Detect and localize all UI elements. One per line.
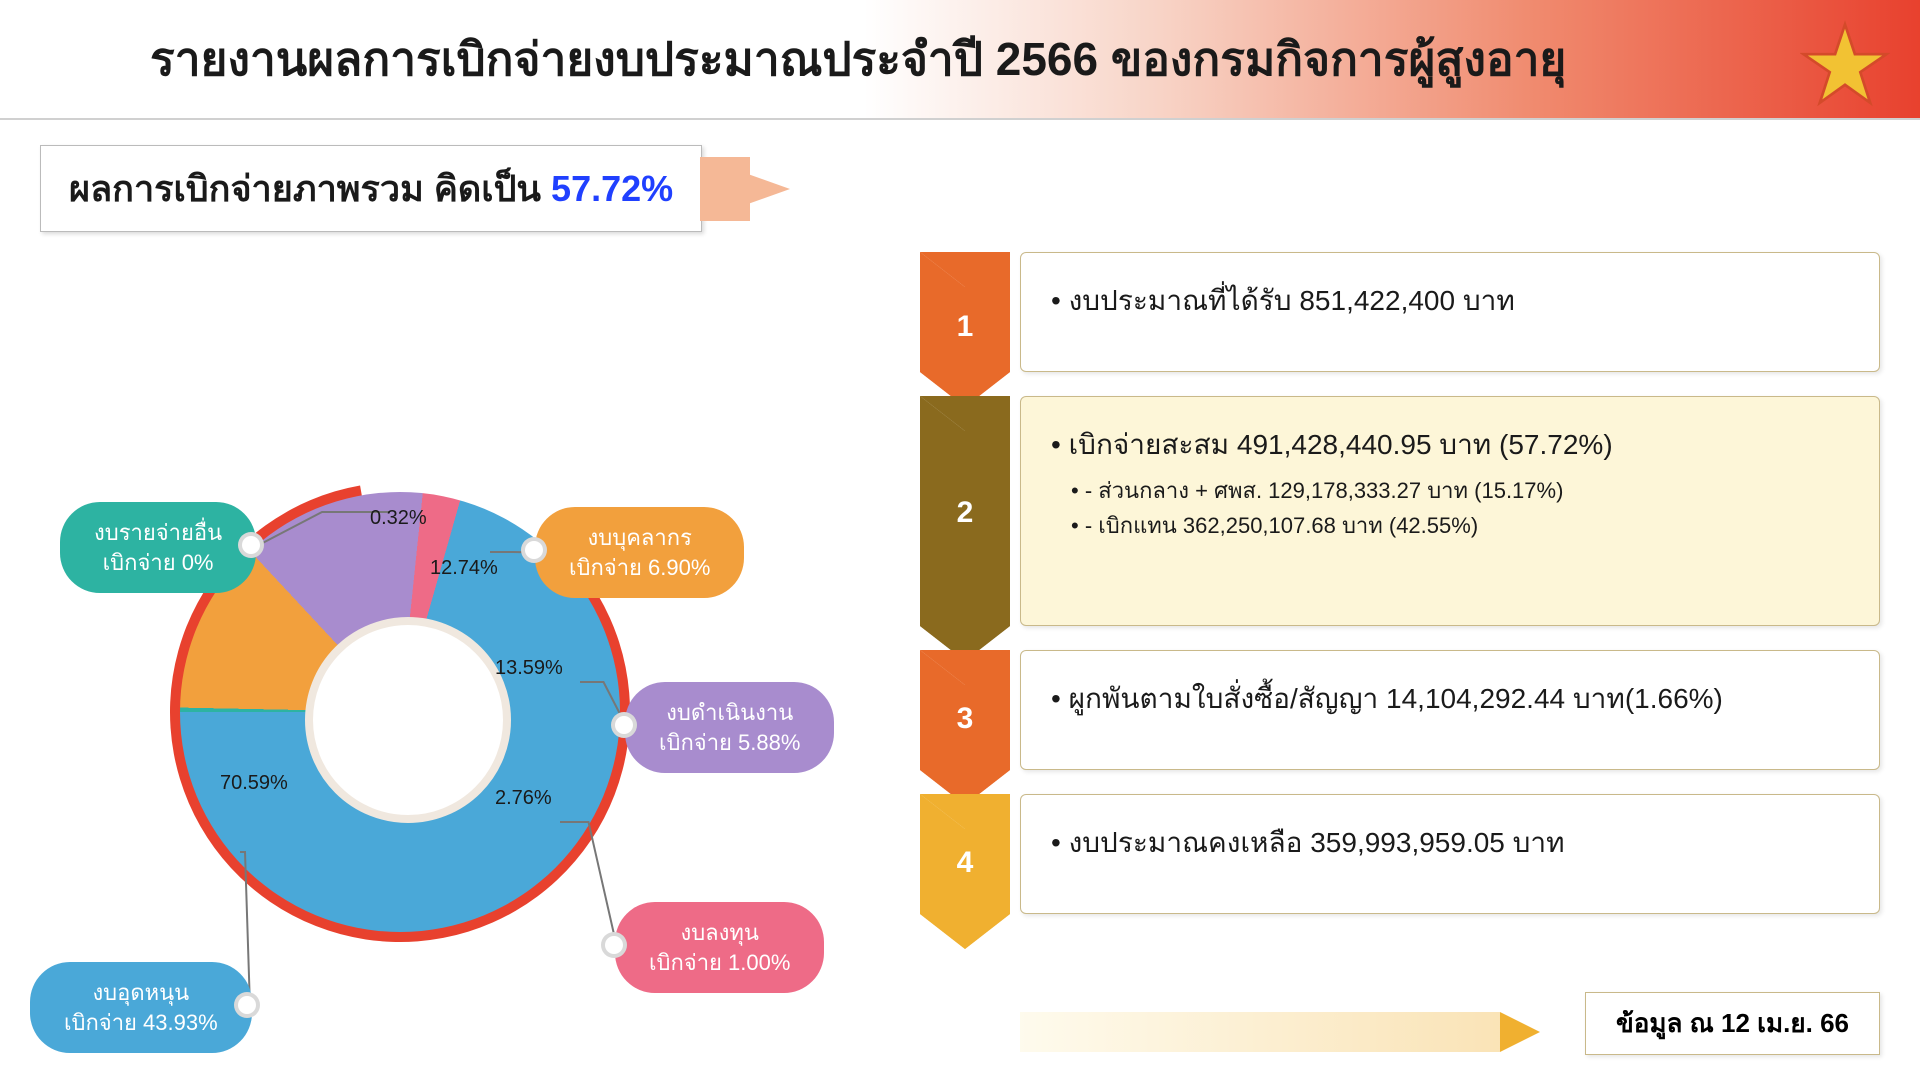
page-title: รายงานผลการเบิกจ่ายงบประมาณประจำปี 2566 …: [150, 23, 1566, 96]
slice-label-subsidy: 70.59%: [220, 772, 288, 795]
pill-dot-investment: [601, 932, 627, 958]
info-box-2: เบิกจ่ายสะสม 491,428,440.95 บาท (57.72%)…: [1020, 396, 1880, 626]
pill-dot-other: [238, 532, 264, 558]
info-line: ผูกพันตามใบสั่งซื้อ/สัญญา 14,104,292.44 …: [1051, 677, 1849, 721]
pill-operations: งบดำเนินงานเบิกจ่าย 5.88%: [625, 682, 834, 773]
info-line: - เบิกแทน 362,250,107.68 บาท (42.55%): [1071, 508, 1849, 543]
pill-personnel: งบบุคลากรเบิกจ่าย 6.90%: [535, 507, 744, 598]
summary-row: ผลการเบิกจ่ายภาพรวม คิดเป็น 57.72%: [40, 145, 1920, 232]
summary-box: ผลการเบิกจ่ายภาพรวม คิดเป็น 57.72%: [40, 145, 702, 232]
info-row-3: 3 ผูกพันตามใบสั่งซื้อ/สัญญา 14,104,292.44…: [920, 650, 1880, 770]
slice-label-personnel: 12.74%: [430, 557, 498, 580]
footer-arrow-icon: [1500, 1012, 1540, 1052]
arrow-pointer-icon: [700, 157, 790, 221]
footer-note: ข้อมูล ณ 12 เม.ย. 66: [1585, 992, 1880, 1055]
pill-other: งบรายจ่ายอื่นเบิกจ่าย 0%: [60, 502, 256, 593]
star-shape: [1804, 25, 1887, 103]
pill-dot-operations: [611, 712, 637, 738]
chevron-number: 1: [920, 310, 1010, 344]
leader-investment: [560, 822, 617, 948]
slice-label-operations: 13.59%: [495, 657, 563, 680]
slice-label-investment: 2.76%: [495, 787, 552, 810]
info-column: 1 งบประมาณที่ได้รับ 851,422,400 บาท 2 เบิก…: [920, 242, 1880, 1062]
info-box-3: ผูกพันตามใบสั่งซื้อ/สัญญา 14,104,292.44 …: [1020, 650, 1880, 770]
summary-percent: 57.72%: [551, 168, 673, 209]
chevron-number: 3: [920, 702, 1010, 736]
info-line: - ส่วนกลาง + ศพส. 129,178,333.27 บาท (15…: [1071, 473, 1849, 508]
chevron-number: 2: [920, 496, 1010, 530]
chevron-number: 4: [920, 846, 1010, 880]
info-box-4: งบประมาณคงเหลือ 359,993,959.05 บาท: [1020, 794, 1880, 914]
star-icon: [1800, 20, 1890, 110]
chevron-3: 3: [920, 650, 1010, 770]
pill-dot-subsidy: [234, 992, 260, 1018]
summary-label: ผลการเบิกจ่ายภาพรวม คิดเป็น: [69, 168, 551, 209]
main-area: งบรายจ่ายอื่นเบิกจ่าย 0% งบบุคลากรเบิกจ่า…: [0, 242, 1920, 1062]
pill-investment: งบลงทุนเบิกจ่าย 1.00%: [615, 902, 824, 993]
info-box-1: งบประมาณที่ได้รับ 851,422,400 บาท: [1020, 252, 1880, 372]
pill-dot-personnel: [521, 537, 547, 563]
info-row-1: 1 งบประมาณที่ได้รับ 851,422,400 บาท: [920, 252, 1880, 372]
header-bar: รายงานผลการเบิกจ่ายงบประมาณประจำปี 2566 …: [0, 0, 1920, 120]
chevron-1: 1: [920, 252, 1010, 372]
chart-column: งบรายจ่ายอื่นเบิกจ่าย 0% งบบุคลากรเบิกจ่า…: [0, 242, 920, 1062]
chevron-2: 2: [920, 396, 1010, 626]
slice-label-other: 0.32%: [370, 507, 427, 530]
chevron-icon: [920, 396, 1010, 666]
pill-subsidy: งบอุดหนุนเบิกจ่าย 43.93%: [30, 962, 252, 1053]
info-row-4: 4 งบประมาณคงเหลือ 359,993,959.05 บาท: [920, 794, 1880, 914]
info-line: งบประมาณที่ได้รับ 851,422,400 บาท: [1051, 279, 1849, 323]
info-row-2: 2 เบิกจ่ายสะสม 491,428,440.95 บาท (57.72%…: [920, 396, 1880, 626]
info-line: งบประมาณคงเหลือ 359,993,959.05 บาท: [1051, 821, 1849, 865]
info-line: เบิกจ่ายสะสม 491,428,440.95 บาท (57.72%): [1051, 423, 1849, 467]
chevron-4: 4: [920, 794, 1010, 914]
